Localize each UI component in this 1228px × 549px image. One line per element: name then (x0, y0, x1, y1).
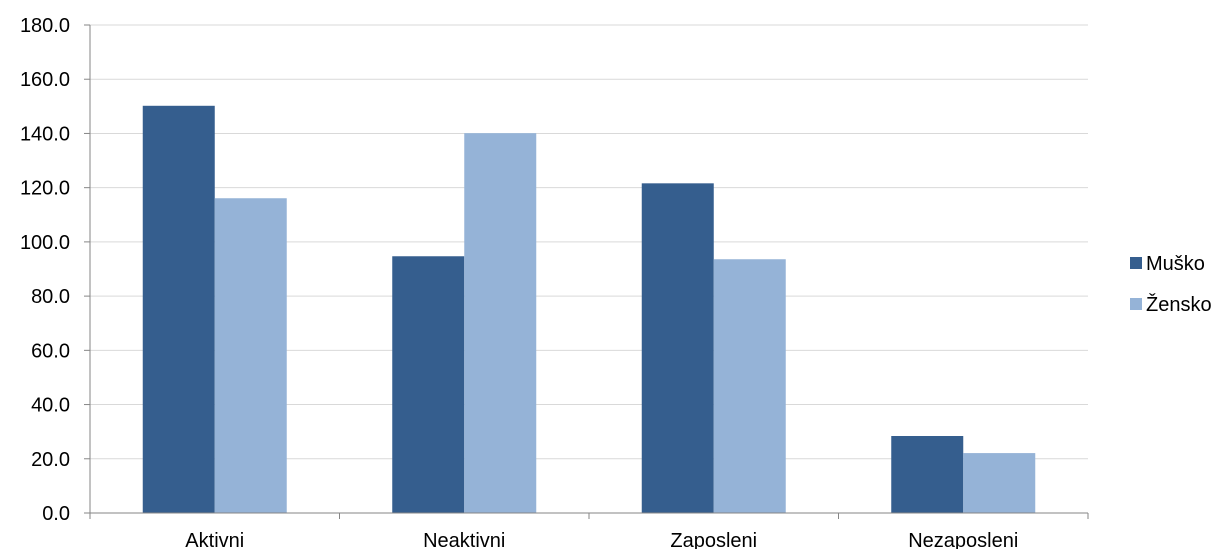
y-tick-label: 180.0 (20, 15, 70, 37)
bar-muško-neaktivni (392, 256, 465, 513)
axes (84, 24, 1089, 519)
y-tick-label: 0.0 (42, 503, 70, 525)
y-tick-label: 80.0 (31, 286, 70, 308)
bar-žensko-zaposleni (713, 259, 786, 513)
legend-swatch-muško (1130, 257, 1142, 269)
bar-žensko-nezaposleni (963, 453, 1036, 513)
bar-žensko-aktivni (214, 198, 287, 514)
bar-series (142, 105, 1036, 514)
bar-muško-aktivni (142, 105, 215, 514)
bar-muško-nezaposleni (891, 436, 964, 513)
x-axis-category-labels: Aktivni Neaktivni Zaposleni Nezaposleni (185, 530, 1018, 549)
y-axis-tick-labels: 0.0 20.0 40.0 60.0 80.0 100.0 120.0 140.0 160.0 1… (20, 15, 70, 525)
x-category-label: Neaktivni (423, 530, 505, 549)
x-category-label: Zaposleni (670, 530, 757, 549)
x-category-label: Nezaposleni (908, 530, 1018, 549)
bar-žensko-neaktivni (464, 133, 537, 513)
y-tick-label: 120.0 (20, 178, 70, 200)
y-tick-label: 140.0 (20, 123, 70, 145)
y-tick-label: 100.0 (20, 232, 70, 254)
y-tick-label: 20.0 (31, 449, 70, 471)
legend: Muško Žensko (1130, 253, 1212, 316)
y-tick-label: 40.0 (31, 395, 70, 417)
x-category-label: Aktivni (185, 530, 244, 549)
bar-muško-zaposleni (641, 183, 714, 513)
y-tick-label: 160.0 (20, 69, 70, 91)
legend-label-žensko: Žensko (1146, 293, 1212, 316)
legend-label-muško: Muško (1146, 253, 1205, 275)
legend-swatch-žensko (1130, 298, 1142, 310)
y-tick-label: 60.0 (31, 340, 70, 362)
